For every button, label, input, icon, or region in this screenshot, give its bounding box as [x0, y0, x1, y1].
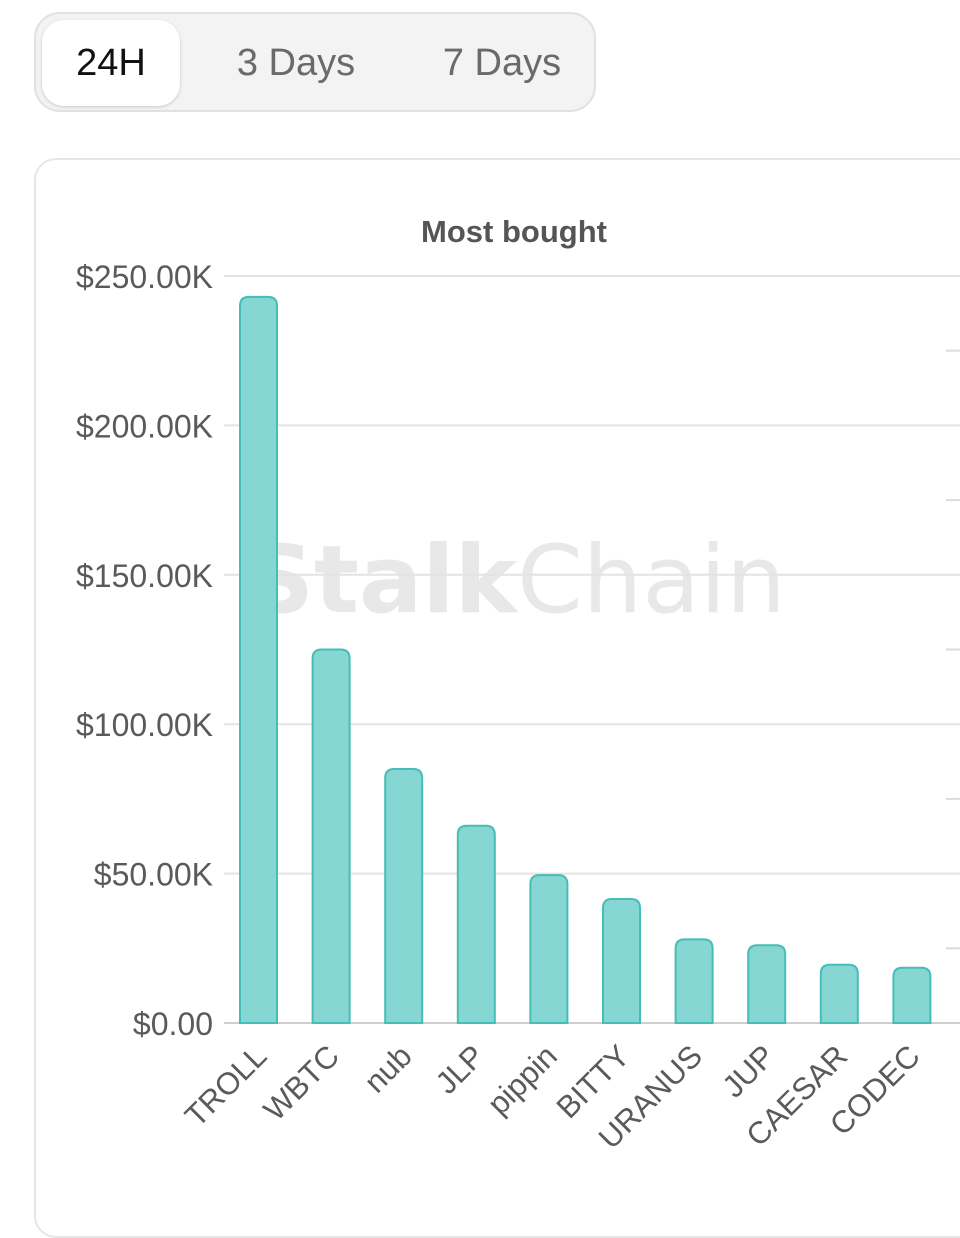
- most-bought-chart: Most bought StalkChain $0.00 $50.00K $100.…: [76, 214, 960, 1156]
- y-tick-label: $250.00K: [76, 259, 213, 295]
- tab-3-days[interactable]: 3 Days: [236, 41, 356, 84]
- watermark-text: StalkChain: [246, 526, 785, 635]
- x-tick-label: nub: [357, 1038, 418, 1099]
- bar-wbtc[interactable]: [311, 648, 351, 1024]
- bar-nub[interactable]: [384, 768, 424, 1024]
- watermark-bold: Stalk: [246, 526, 519, 635]
- x-tick-label: pippin: [481, 1038, 564, 1121]
- bar-bitty[interactable]: [602, 897, 641, 1024]
- bar-pippin[interactable]: [529, 874, 569, 1024]
- x-tick-label: WBTC: [257, 1038, 346, 1127]
- y-axis-ticks: $0.00 $50.00K $100.00K $150.00K $200.00K $250…: [76, 259, 213, 1042]
- y-tick-label: $200.00K: [76, 408, 213, 444]
- x-tick-label: JUP: [715, 1038, 781, 1104]
- x-tick-label: JLP: [429, 1038, 492, 1101]
- chart-title: Most bought: [421, 214, 607, 249]
- y-tick-label: $150.00K: [76, 558, 213, 594]
- y-tick-label: $0.00: [133, 1006, 213, 1042]
- watermark-light: Chain: [517, 526, 786, 635]
- tab-7-days[interactable]: 7 Days: [442, 41, 562, 84]
- bar-jup[interactable]: [747, 944, 787, 1024]
- x-tick-label: TROLL: [178, 1038, 273, 1133]
- chart-card: [34, 158, 960, 1238]
- bar-codec[interactable]: [892, 966, 932, 1024]
- bar-caesar[interactable]: [819, 963, 859, 1024]
- timeframe-tabs: 24H 3 Days 7 Days: [34, 12, 596, 112]
- tab-24h[interactable]: 24H: [42, 20, 180, 106]
- bars: [239, 295, 932, 1024]
- bar-jlp[interactable]: [456, 824, 496, 1024]
- y-tick-label: $100.00K: [76, 707, 213, 743]
- bar-troll[interactable]: [239, 295, 278, 1024]
- bar-uranus[interactable]: [674, 938, 714, 1024]
- y-tick-label: $50.00K: [94, 857, 213, 893]
